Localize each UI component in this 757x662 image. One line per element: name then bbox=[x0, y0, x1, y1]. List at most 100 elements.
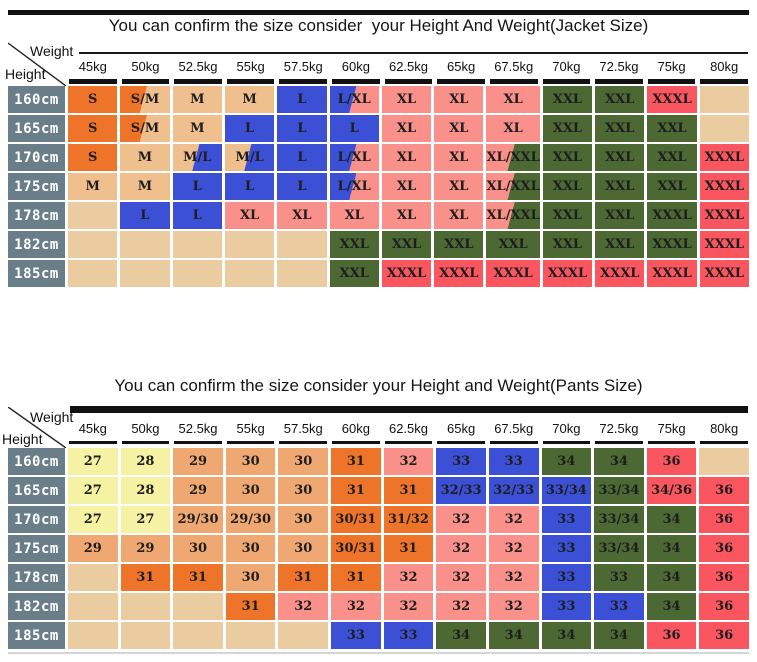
size-cell: 36 bbox=[699, 535, 749, 562]
height-row-header: 185cm bbox=[8, 260, 65, 287]
size-cell: XXL bbox=[542, 115, 593, 142]
size-cell: 29 bbox=[173, 448, 223, 475]
size-cell: 33 bbox=[436, 448, 486, 475]
weight-axis-label: Weight bbox=[30, 43, 74, 59]
size-cell: 36 bbox=[699, 622, 749, 649]
size-cell: XL bbox=[381, 115, 432, 142]
size-cell: 30 bbox=[173, 535, 223, 562]
size-cell: 32 bbox=[488, 593, 539, 620]
header-underline bbox=[384, 441, 433, 444]
size-cell: L/XL bbox=[329, 173, 379, 200]
size-cell: 34 bbox=[646, 593, 697, 620]
height-row-header: 178cm bbox=[8, 564, 65, 591]
size-cell: XXL bbox=[329, 231, 379, 258]
size-cell: XXL bbox=[381, 231, 432, 258]
size-cell: XL/XXL bbox=[486, 144, 540, 171]
size-cell: 33 bbox=[541, 506, 592, 533]
size-cell: XXL bbox=[595, 115, 645, 142]
pants-table-grid: 160cm 27 28 29 30 30 31 32 33 33 34 34 36 165cm 27 28 29… bbox=[8, 448, 749, 649]
size-cell: 28 bbox=[120, 448, 171, 475]
size-cell: M bbox=[172, 86, 222, 113]
height-row-header: 182cm bbox=[8, 231, 65, 258]
size-cell: XL bbox=[486, 115, 540, 142]
size-cell: XXL bbox=[542, 231, 593, 258]
size-cell: L bbox=[172, 202, 222, 229]
size-cell: 30 bbox=[225, 448, 276, 475]
header-underline bbox=[121, 79, 170, 84]
size-cell: XXL bbox=[595, 202, 645, 229]
size-cell: 30 bbox=[225, 535, 276, 562]
size-cell bbox=[277, 260, 327, 287]
size-cell: 34 bbox=[646, 535, 697, 562]
height-row-header: 165cm bbox=[8, 115, 65, 142]
header-underline bbox=[121, 441, 170, 444]
height-row-header: 185cm bbox=[8, 622, 65, 649]
size-cell: 33 bbox=[594, 564, 644, 591]
size-cell bbox=[120, 260, 170, 287]
size-cell: XXXL bbox=[699, 144, 749, 171]
jacket-table-grid: 160cm S S/M M M L L/XL XL XL XL XXL XXL XXXL 165cm S S/… bbox=[8, 86, 749, 287]
size-cell: 29 bbox=[120, 535, 171, 562]
weight-column-header: 57.5kg bbox=[283, 421, 323, 436]
size-cell bbox=[224, 260, 275, 287]
size-cell bbox=[224, 231, 275, 258]
size-cell: L bbox=[224, 115, 275, 142]
header-underline bbox=[279, 79, 328, 84]
size-cell: L bbox=[277, 86, 327, 113]
height-row-header: 178cm bbox=[8, 202, 65, 229]
size-cell: XXL bbox=[595, 173, 645, 200]
size-cell: XXL bbox=[595, 86, 645, 113]
size-cell: L bbox=[172, 173, 222, 200]
pants-table-title: You can confirm the size consider your H… bbox=[114, 376, 643, 395]
corner-spacer bbox=[8, 441, 65, 444]
height-axis-label: Height bbox=[5, 66, 46, 82]
size-cell: 30 bbox=[278, 477, 329, 504]
size-cell: 34 bbox=[436, 622, 486, 649]
size-cell: 27 bbox=[68, 477, 118, 504]
header-underline bbox=[700, 79, 748, 84]
header-underline bbox=[226, 79, 275, 84]
weight-column-header: 50kg bbox=[131, 421, 160, 436]
weight-column-header: 70kg bbox=[552, 421, 581, 436]
size-cell: 31 bbox=[278, 564, 329, 591]
corner-spacer bbox=[8, 419, 65, 440]
size-cell bbox=[172, 231, 222, 258]
weight-column-header: 52.5kg bbox=[178, 59, 218, 74]
size-cell: XL bbox=[381, 144, 432, 171]
size-cell: XXXL bbox=[381, 260, 432, 287]
size-cell: 32 bbox=[278, 593, 329, 620]
size-cell: XXXL bbox=[699, 202, 749, 229]
weight-column-header: 75kg bbox=[657, 59, 686, 74]
size-cell: XXL bbox=[647, 144, 697, 171]
size-cell: XL bbox=[434, 173, 484, 200]
size-cell: 32 bbox=[436, 564, 486, 591]
size-cell: M bbox=[68, 173, 118, 200]
weight-column-header: 57.5kg bbox=[283, 59, 323, 74]
size-cell: 36 bbox=[699, 564, 749, 591]
weight-column-header: 45kg bbox=[78, 421, 107, 436]
height-row-header: 170cm bbox=[8, 144, 65, 171]
size-cell bbox=[172, 260, 222, 287]
jacket-table-title: You can confirm the size consider your H… bbox=[108, 16, 649, 35]
header-underline bbox=[384, 79, 433, 84]
size-cell: 29/30 bbox=[173, 506, 223, 533]
size-cell bbox=[68, 260, 118, 287]
size-cell: 33 bbox=[488, 448, 539, 475]
size-cell: 30/31 bbox=[331, 535, 381, 562]
size-cell bbox=[173, 622, 223, 649]
size-cell: 36 bbox=[646, 448, 697, 475]
size-cell: XL bbox=[381, 86, 432, 113]
size-cell: XL bbox=[381, 173, 432, 200]
weight-column-header: 50kg bbox=[131, 59, 160, 74]
height-row-header: 182cm bbox=[8, 593, 65, 620]
weight-column-header: 80kg bbox=[710, 59, 739, 74]
weight-column-header: 65kg bbox=[447, 421, 476, 436]
header-underline bbox=[700, 441, 748, 444]
size-cell: XXL bbox=[542, 173, 593, 200]
size-cell: 27 bbox=[68, 506, 118, 533]
weight-column-header: 72.5kg bbox=[599, 421, 639, 436]
size-cell: 27 bbox=[68, 448, 118, 475]
size-cell: S bbox=[68, 86, 118, 113]
size-cell: XXXL bbox=[647, 231, 697, 258]
